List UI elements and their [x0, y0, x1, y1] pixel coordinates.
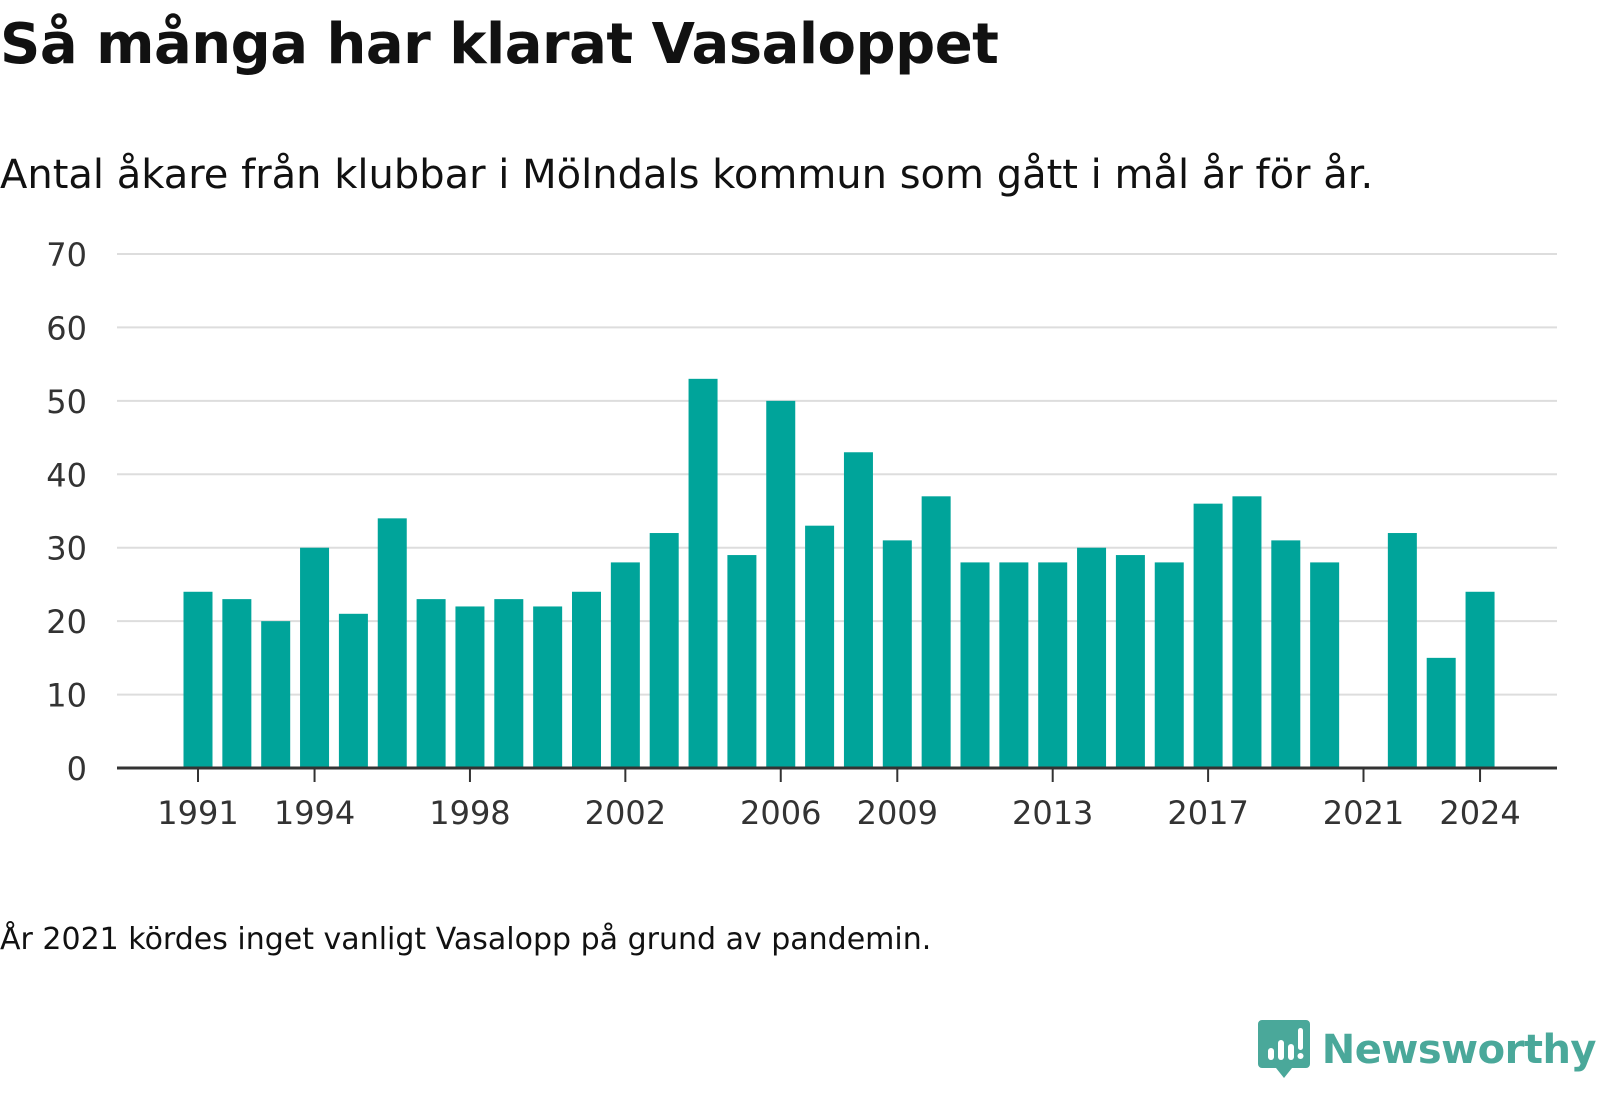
y-tick-label-20: 20 — [46, 603, 87, 641]
bar-2023 — [1426, 657, 1456, 768]
y-tick-label-60: 60 — [46, 309, 87, 347]
bar-2007 — [805, 525, 835, 768]
grid-lines — [117, 253, 1557, 696]
bar-1991 — [183, 591, 213, 768]
bar-1996 — [377, 518, 407, 768]
y-tick-label-50: 50 — [46, 383, 87, 421]
y-tick-label-0: 0 — [67, 750, 87, 788]
bar-2014 — [1077, 547, 1107, 768]
bar-2000 — [533, 606, 563, 768]
bar-1998 — [455, 606, 485, 768]
y-axis-tick-labels: 0 10 20 30 40 50 60 70 — [46, 236, 87, 788]
bar-2013 — [1038, 562, 1068, 768]
bar-2019 — [1271, 540, 1301, 768]
bars — [183, 378, 1495, 768]
x-tick-label-1991: 1991 — [157, 794, 238, 832]
bar-2017 — [1193, 503, 1223, 768]
bar-2009 — [882, 540, 912, 768]
bar-1992 — [222, 599, 252, 768]
x-axis: 1991 1994 1998 2002 2006 2009 2013 2017 2021 2024 — [117, 766, 1557, 832]
x-tick-label-2021: 2021 — [1323, 794, 1404, 832]
bar-2016 — [1154, 562, 1184, 768]
x-tick-label-1998: 1998 — [429, 794, 510, 832]
bar-2012 — [999, 562, 1029, 768]
footnote: År 2021 kördes inget vanligt Vasalopp på… — [0, 922, 932, 957]
x-tick-label-2002: 2002 — [585, 794, 666, 832]
bar-2001 — [572, 591, 601, 768]
bar-2010 — [921, 496, 951, 768]
y-tick-label-30: 30 — [46, 530, 87, 568]
x-tick-label-1994: 1994 — [274, 794, 355, 832]
brand-logo: Newsworthy — [1257, 1020, 1597, 1080]
newsworthy-logo-icon — [1257, 1020, 1310, 1078]
y-tick-label-10: 10 — [46, 677, 87, 715]
bar-2024 — [1465, 591, 1495, 768]
x-tick-label-2009: 2009 — [857, 794, 938, 832]
bar-1997 — [416, 599, 446, 768]
bar-2015 — [1115, 555, 1145, 768]
bar-1993 — [261, 621, 291, 768]
y-tick-label-70: 70 — [46, 236, 87, 274]
x-tick-label-2006: 2006 — [740, 794, 821, 832]
bar-2008 — [843, 452, 873, 768]
chart-title: Så många har klarat Vasaloppet — [0, 12, 999, 77]
bar-1999 — [494, 599, 524, 768]
bar-2004 — [688, 378, 718, 768]
bar-2011 — [960, 562, 990, 768]
bar-chart: 0 10 20 30 40 50 60 70 1991 1994 1998 2002 2006 2009… — [46, 236, 1557, 832]
bar-2005 — [727, 555, 757, 768]
bar-1994 — [300, 547, 330, 768]
brand-name: Newsworthy — [1321, 1027, 1597, 1073]
bar-2022 — [1387, 533, 1417, 768]
y-tick-label-40: 40 — [46, 456, 87, 494]
bar-2003 — [649, 533, 679, 768]
bar-2020 — [1310, 562, 1340, 768]
bar-1995 — [338, 613, 368, 768]
bar-2002 — [610, 562, 640, 768]
bar-2006 — [766, 400, 796, 768]
x-tick-label-2024: 2024 — [1439, 794, 1520, 832]
bar-2018 — [1232, 496, 1262, 768]
x-tick-label-2017: 2017 — [1167, 794, 1248, 832]
chart-subtitle: Antal åkare från klubbar i Mölndals komm… — [0, 152, 1374, 198]
x-tick-label-2013: 2013 — [1012, 794, 1093, 832]
